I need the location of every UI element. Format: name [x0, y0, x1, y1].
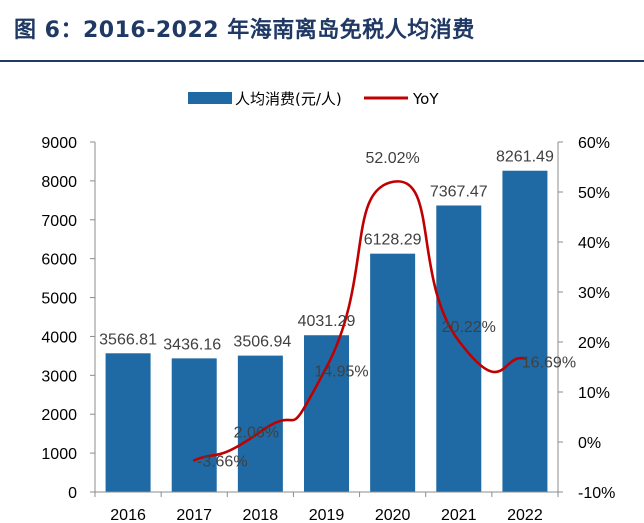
yoy-value-label: -3.66% — [197, 453, 248, 470]
bar-2020 — [370, 253, 416, 492]
x-tick-label: 2020 — [375, 507, 411, 523]
x-tick-label: 2017 — [176, 507, 212, 523]
x-tick-label: 2022 — [507, 507, 543, 523]
left-tick-label: 3000 — [41, 368, 77, 385]
left-tick-label: 2000 — [41, 407, 77, 424]
left-tick-label: 5000 — [41, 291, 77, 308]
left-tick-label: 7000 — [41, 213, 77, 230]
bar-2021 — [436, 205, 482, 492]
figure-title: 图 6：2016-2022 年海南离岛免税人均消费 — [14, 18, 475, 43]
legend-label-bars: 人均消费(元/人) — [235, 90, 342, 108]
right-tick-label: 10% — [578, 385, 610, 402]
yoy-value-label: 20.22% — [442, 319, 496, 336]
bar-2019 — [304, 335, 349, 492]
left-tick-label: 9000 — [41, 135, 77, 152]
right-tick-label: 50% — [578, 185, 610, 202]
left-tick-label: 1000 — [41, 446, 77, 463]
left-tick-label: 8000 — [41, 174, 77, 191]
bar-value-label: 6128.29 — [364, 232, 422, 249]
bar-value-label: 7367.47 — [430, 183, 488, 200]
legend-swatch-bars — [188, 92, 232, 104]
yoy-line — [192, 180, 527, 462]
right-tick-label: 20% — [578, 335, 610, 352]
right-tick-label: 0% — [578, 435, 601, 452]
right-tick-label: 60% — [578, 135, 610, 152]
bar-value-label: 3506.94 — [233, 334, 291, 351]
bar-value-label: 8261.49 — [496, 149, 554, 166]
x-tick-label: 2021 — [441, 507, 477, 523]
yoy-value-label: 14.95% — [314, 363, 368, 380]
x-tick-label: 2019 — [309, 507, 345, 523]
bar-value-label: 3436.16 — [163, 336, 221, 353]
bar-2022 — [502, 170, 548, 492]
bar-value-label: 4031.29 — [298, 313, 356, 330]
yoy-value-label: 16.69% — [522, 355, 576, 372]
right-tick-label: 30% — [578, 285, 610, 302]
left-tick-label: 0 — [68, 485, 77, 502]
left-tick-label: 4000 — [41, 329, 77, 346]
left-tick-label: 6000 — [41, 252, 77, 269]
x-tick-label: 2016 — [110, 507, 146, 523]
bar-2016 — [105, 353, 151, 492]
right-tick-label: 40% — [578, 235, 610, 252]
right-tick-label: -10% — [578, 485, 615, 502]
bar-value-label: 3566.81 — [99, 331, 157, 348]
bar-2017 — [171, 358, 217, 492]
yoy-value-label: 2.06% — [234, 425, 279, 442]
legend-label-line: YoY — [412, 90, 439, 108]
x-tick-label: 2018 — [243, 507, 279, 523]
title-rule — [0, 60, 644, 62]
yoy-value-label: 52.02% — [366, 150, 420, 167]
